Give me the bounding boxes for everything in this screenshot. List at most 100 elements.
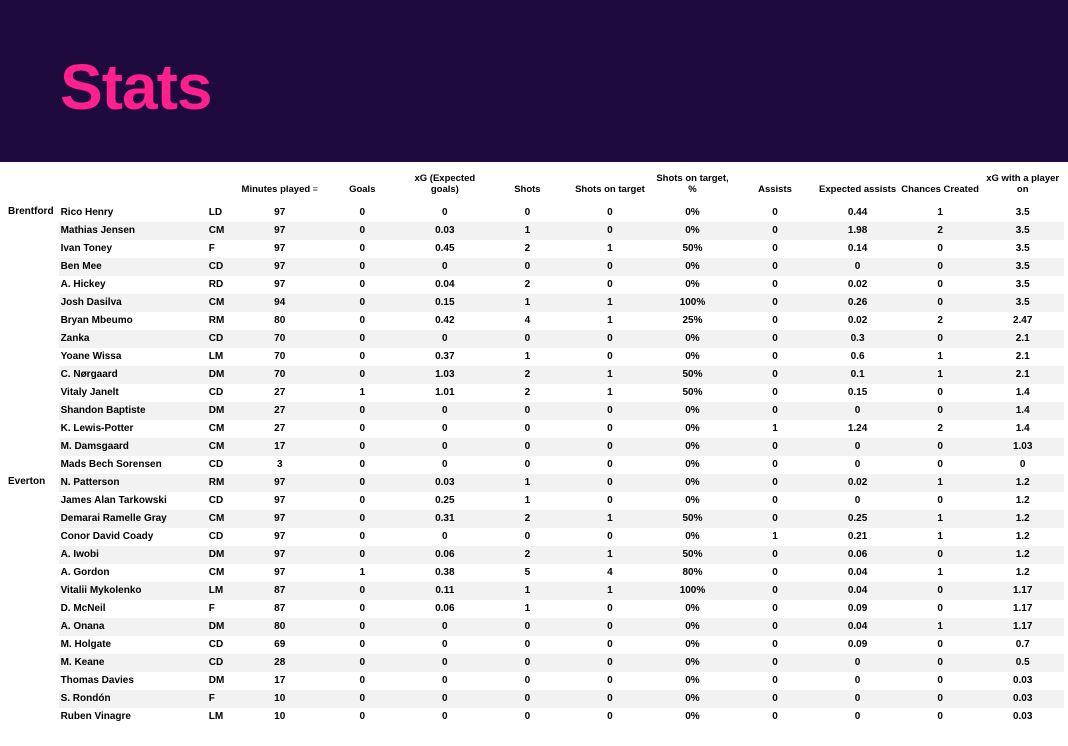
table-row: M. HolgateCD6900000%00.0900.7	[4, 636, 1064, 654]
team-label	[4, 708, 59, 726]
stat-cell: 0.7	[981, 636, 1064, 654]
team-label	[4, 546, 59, 564]
player-name: N. Patterson	[59, 474, 207, 492]
team-label	[4, 402, 59, 420]
stat-cell: 2	[486, 546, 569, 564]
stat-cell: 0	[899, 438, 982, 456]
team-label	[4, 330, 59, 348]
stat-cell: 1.2	[981, 528, 1064, 546]
team-label	[4, 654, 59, 672]
stat-cell: 0	[486, 654, 569, 672]
stat-cell: 1.17	[981, 618, 1064, 636]
stat-cell: 0	[734, 402, 817, 420]
stat-cell: 50%	[651, 546, 734, 564]
stat-cell: 0	[404, 420, 487, 438]
stat-cell: 0.44	[816, 204, 899, 222]
stat-cell: 2	[899, 420, 982, 438]
stat-cell: 0	[734, 690, 817, 708]
player-name: M. Damsgaard	[59, 438, 207, 456]
player-position: CD	[207, 528, 239, 546]
stat-cell: 0	[486, 528, 569, 546]
stat-cell: 0.25	[404, 492, 487, 510]
stat-cell: 97	[238, 510, 321, 528]
player-position: DM	[207, 618, 239, 636]
player-name: Vitaly Janelt	[59, 384, 207, 402]
stat-cell: 0	[734, 330, 817, 348]
column-header[interactable]: Chances Created	[899, 170, 982, 204]
team-label	[4, 456, 59, 474]
stat-cell: 0	[321, 690, 404, 708]
player-name: A. Gordon	[59, 564, 207, 582]
stat-cell: 0	[321, 456, 404, 474]
team-label	[4, 258, 59, 276]
stat-cell: 0	[816, 654, 899, 672]
column-header[interactable]: xG (Expected goals)	[404, 170, 487, 204]
column-header[interactable]: Goals	[321, 170, 404, 204]
column-header[interactable]: Shots	[486, 170, 569, 204]
column-header[interactable]: Minutes played	[238, 170, 321, 204]
stat-cell: 0	[899, 402, 982, 420]
stat-cell: 1.17	[981, 600, 1064, 618]
column-header[interactable]: xG with a player on	[981, 170, 1064, 204]
stat-cell: 1	[569, 510, 652, 528]
stat-cell: 0	[404, 528, 487, 546]
stat-cell: 0%	[651, 438, 734, 456]
stat-cell: 0	[734, 492, 817, 510]
stat-cell: 1	[899, 204, 982, 222]
stat-cell: 0	[569, 276, 652, 294]
player-position: F	[207, 690, 239, 708]
stat-cell: 0	[321, 222, 404, 240]
stat-cell: 2.1	[981, 330, 1064, 348]
stat-cell: 0	[734, 258, 817, 276]
column-header[interactable]: Assists	[734, 170, 817, 204]
stat-cell: 0%	[651, 690, 734, 708]
stat-cell: 1	[486, 294, 569, 312]
stat-cell: 0	[569, 456, 652, 474]
stat-cell: 0%	[651, 672, 734, 690]
player-position: F	[207, 240, 239, 258]
stat-cell: 0	[486, 438, 569, 456]
stat-cell: 0.11	[404, 582, 487, 600]
player-name: A. Onana	[59, 618, 207, 636]
stat-cell: 0	[404, 456, 487, 474]
stat-cell: 27	[238, 384, 321, 402]
team-label	[4, 438, 59, 456]
stat-cell: 0.5	[981, 654, 1064, 672]
stat-cell: 3	[238, 456, 321, 474]
column-header[interactable]: Shots on target, %	[651, 170, 734, 204]
stat-cell: 0	[899, 276, 982, 294]
player-position: CD	[207, 492, 239, 510]
stat-cell: 0	[899, 546, 982, 564]
stat-cell: 0	[816, 438, 899, 456]
player-position: CM	[207, 420, 239, 438]
stat-cell: 0.03	[981, 708, 1064, 726]
column-header[interactable]: Shots on target	[569, 170, 652, 204]
stat-cell: 5	[486, 564, 569, 582]
stat-cell: 0	[404, 402, 487, 420]
team-label	[4, 564, 59, 582]
player-position: LD	[207, 204, 239, 222]
stat-cell: 0	[734, 618, 817, 636]
stat-cell: 0.15	[816, 384, 899, 402]
stat-cell: 0	[734, 672, 817, 690]
stat-cell: 0	[734, 204, 817, 222]
stat-cell: 97	[238, 276, 321, 294]
player-position: CD	[207, 456, 239, 474]
stat-cell: 27	[238, 420, 321, 438]
stat-cell: 1	[486, 600, 569, 618]
player-position: CD	[207, 654, 239, 672]
table-row: ZankaCD7000000%00.302.1	[4, 330, 1064, 348]
stat-cell: 0%	[651, 708, 734, 726]
stat-cell: 97	[238, 258, 321, 276]
column-header[interactable]: Expected assists	[816, 170, 899, 204]
table-row: Bryan MbeumoRM8000.424125%00.0222.47	[4, 312, 1064, 330]
stat-cell: 2	[486, 366, 569, 384]
stat-cell: 0%	[651, 528, 734, 546]
stat-cell: 1.4	[981, 420, 1064, 438]
stat-cell: 0	[404, 330, 487, 348]
stat-cell: 0.26	[816, 294, 899, 312]
stat-cell: 0	[486, 420, 569, 438]
stat-cell: 1	[321, 384, 404, 402]
stat-cell: 0	[569, 420, 652, 438]
stat-cell: 0	[569, 402, 652, 420]
